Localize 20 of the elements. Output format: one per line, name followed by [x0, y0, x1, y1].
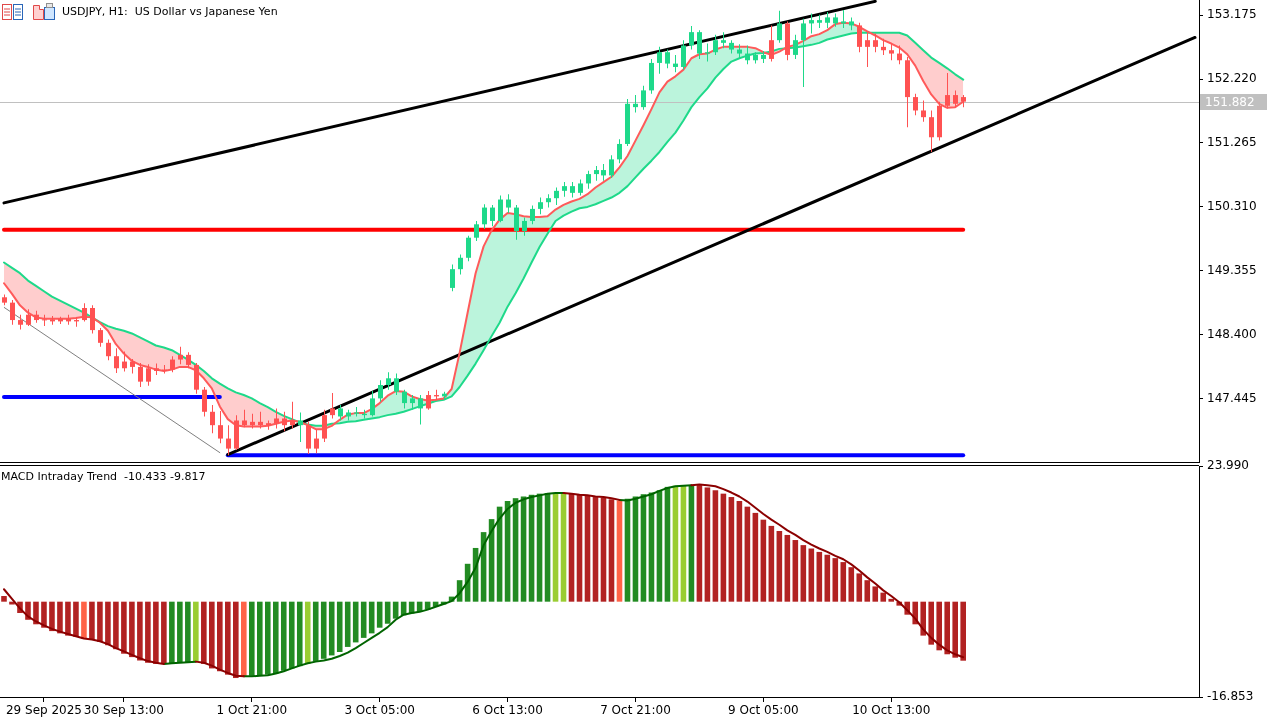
y-tick-label: 150.310 — [1207, 199, 1257, 214]
x-tick-label: 30 Sep 13:00 — [83, 703, 164, 718]
y-tick-label: 23.990 — [1207, 458, 1249, 473]
y-tick-label: 152.220 — [1207, 71, 1257, 86]
text: USDJPY, H1: US Dollar vs Japanese Yen — [62, 5, 278, 18]
y-tick-label: 153.175 — [1207, 7, 1257, 22]
x-tick-label: 3 Oct 05:00 — [344, 703, 415, 718]
y-tick-label: -16.853 — [1207, 689, 1254, 704]
y-tick-label: 149.355 — [1207, 262, 1257, 277]
y-tick-label: 147.445 — [1207, 390, 1257, 405]
x-tick-label: 29 Sep 2025 — [5, 703, 82, 718]
ref-line-label: 151.882 — [1205, 95, 1255, 110]
y-tick-label: 151.265 — [1207, 135, 1257, 150]
x-tick-label: 9 Oct 05:00 — [728, 703, 799, 718]
chart-title: MACD Intraday Trend -10.433 -9.817 — [1, 470, 206, 483]
x-tick-label: 1 Oct 21:00 — [216, 703, 288, 718]
x-tick-label: 10 Oct 13:00 — [852, 703, 931, 718]
x-tick-label: 7 Oct 21:00 — [600, 703, 671, 718]
y-tick-label: 148.400 — [1207, 326, 1257, 341]
x-tick-label: 6 Oct 13:00 — [472, 703, 543, 718]
